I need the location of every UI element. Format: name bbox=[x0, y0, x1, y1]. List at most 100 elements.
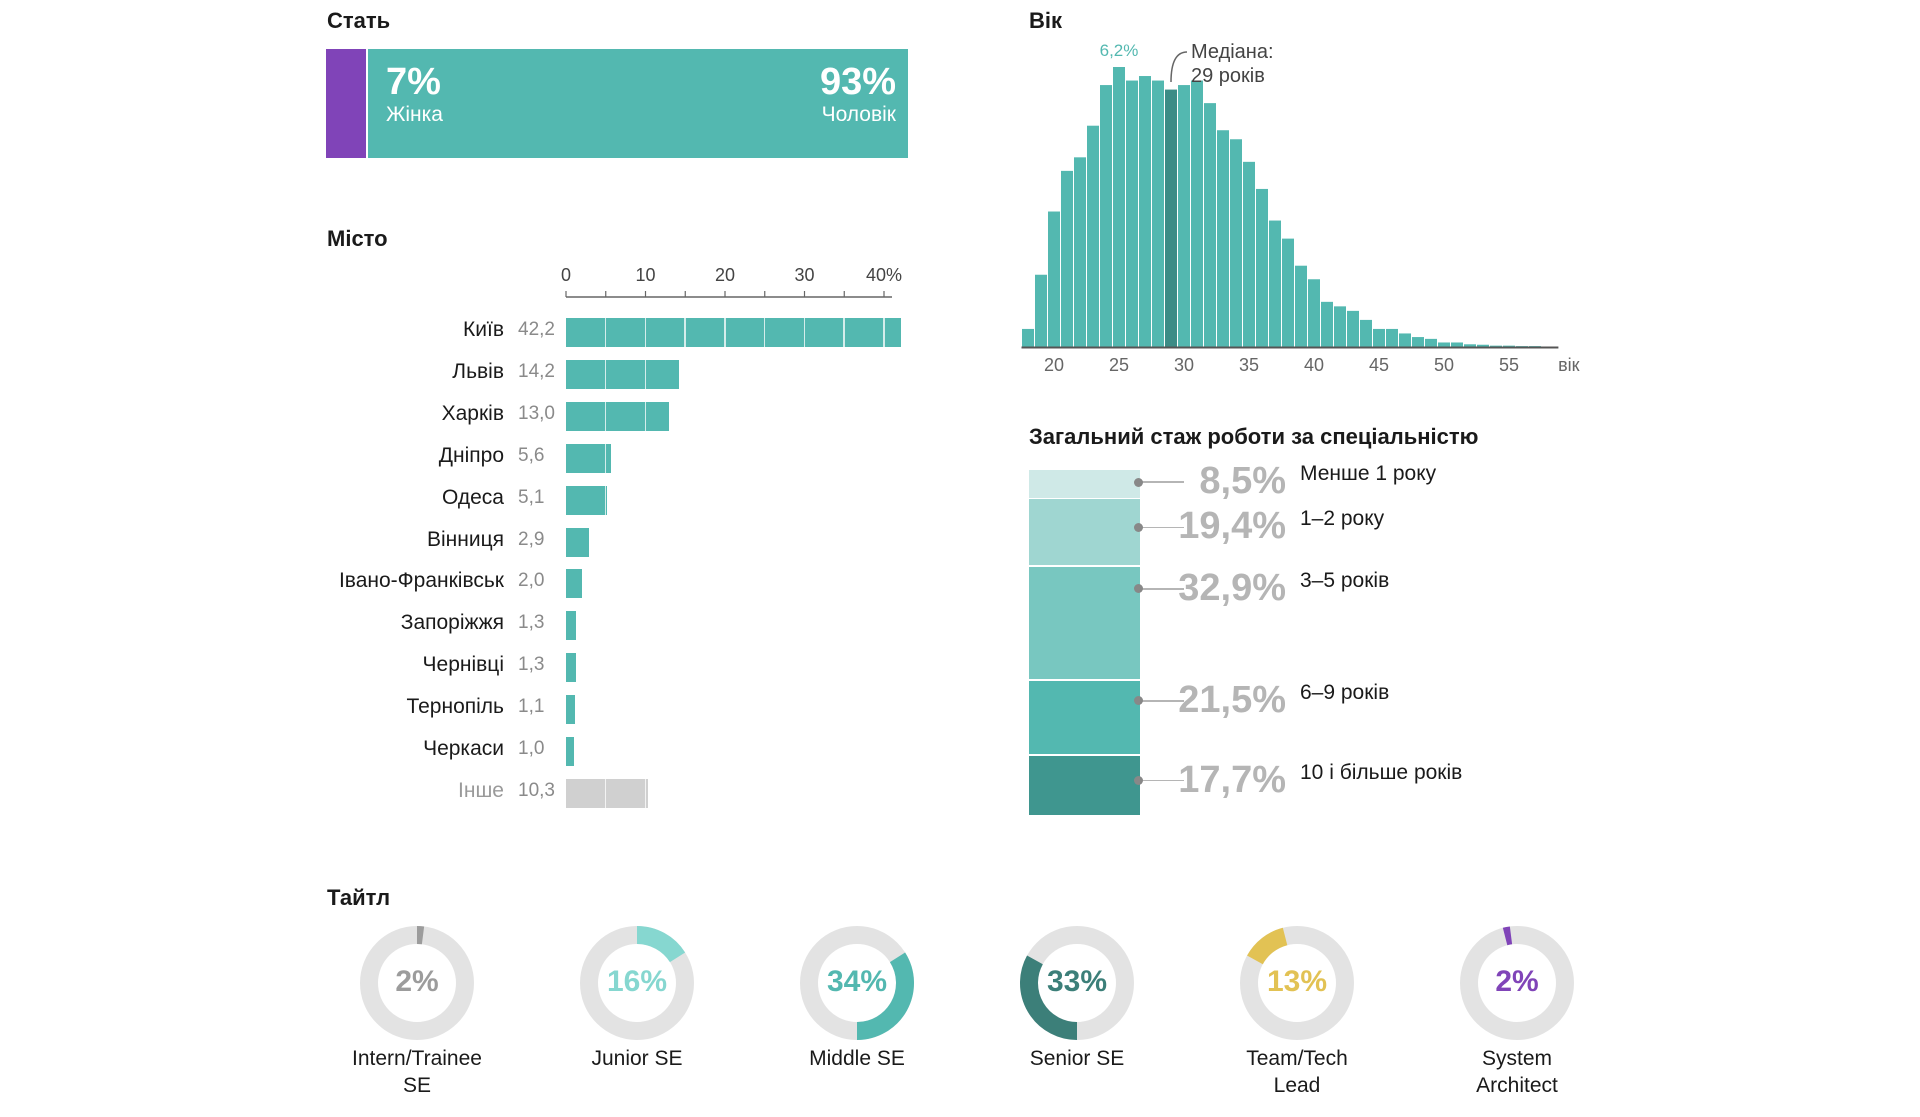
gender-female-label: Жінка bbox=[386, 103, 443, 126]
title-donut: 2% bbox=[359, 925, 475, 1041]
title-label-line-1: System bbox=[1481, 1047, 1552, 1070]
age-tick-label: 40 bbox=[1304, 355, 1324, 375]
experience-label: 3–5 років bbox=[1300, 568, 1390, 592]
title-donut-pct: 33% bbox=[1046, 965, 1108, 998]
city-label: Харків bbox=[441, 401, 504, 425]
age-bar bbox=[1230, 139, 1242, 347]
city-bar-gridline bbox=[684, 318, 686, 347]
city-bar bbox=[566, 485, 607, 515]
age-bar bbox=[1126, 80, 1138, 347]
experience-segment bbox=[1029, 470, 1140, 498]
age-bar bbox=[1061, 170, 1073, 347]
city-bar bbox=[566, 401, 670, 431]
experience-title: Загальний стаж роботи за спеціальністю bbox=[1029, 424, 1479, 449]
age-bar bbox=[1477, 344, 1489, 347]
age-bar bbox=[1347, 310, 1359, 347]
city-bar-gridline bbox=[604, 359, 607, 389]
experience-segment bbox=[1029, 566, 1140, 680]
experience-pct: 32,9% bbox=[1178, 566, 1286, 609]
city-bar bbox=[566, 737, 574, 766]
title-donut: 34% bbox=[799, 925, 915, 1041]
title-donut-label: Middle SE bbox=[757, 1045, 957, 1072]
title-donut: 33% bbox=[1019, 925, 1135, 1041]
city-value-label: 14,2 bbox=[518, 360, 555, 382]
gender-male-segment bbox=[368, 49, 908, 158]
title-donut-track bbox=[1460, 926, 1574, 1040]
title-donut: 2% bbox=[1459, 925, 1575, 1041]
title-donut: 16% bbox=[579, 925, 695, 1041]
experience-pct: 17,7% bbox=[1178, 758, 1286, 801]
experience-connector-dot bbox=[1134, 696, 1143, 706]
title-donut-label: Junior SE bbox=[537, 1045, 737, 1072]
city-label: Черкаси bbox=[423, 737, 504, 760]
age-bar bbox=[1074, 157, 1086, 347]
age-median-leader bbox=[1170, 51, 1188, 83]
title-donut-arc bbox=[636, 926, 686, 963]
city-bar bbox=[566, 527, 590, 557]
experience-connector-dot bbox=[1134, 522, 1143, 532]
experience-connector bbox=[1138, 779, 1184, 782]
age-bar bbox=[1256, 188, 1268, 347]
city-label: Вінниця bbox=[427, 527, 504, 551]
city-tick-label: 0 bbox=[561, 265, 571, 285]
age-peak-label: 6,2% bbox=[1100, 41, 1139, 60]
city-label: Одеса bbox=[442, 485, 504, 509]
title-donut: 13% bbox=[1239, 925, 1355, 1041]
experience-connector-dot bbox=[1134, 776, 1143, 786]
city-bar-gridline bbox=[724, 318, 726, 347]
city-value-label: 42,2 bbox=[518, 319, 555, 340]
city-value-label: 2,0 bbox=[518, 570, 545, 592]
experience-pct: 19,4% bbox=[1178, 505, 1286, 548]
age-median-value: 29 років bbox=[1191, 65, 1265, 87]
city-bar-gridline bbox=[644, 401, 646, 431]
age-bar bbox=[1139, 76, 1151, 347]
experience-connector bbox=[1138, 700, 1184, 702]
city-value-label: 1,1 bbox=[518, 696, 545, 718]
age-tick-label: 55 bbox=[1499, 355, 1519, 375]
age-bar bbox=[1334, 306, 1346, 347]
title-label-line-2: SE bbox=[402, 1074, 431, 1097]
experience-segment bbox=[1029, 680, 1140, 755]
gender-male-pct: 93% bbox=[819, 61, 896, 103]
title-label-line-1: Senior SE bbox=[1029, 1047, 1125, 1070]
city-label: Київ bbox=[463, 318, 504, 341]
experience-pct: 21,5% bbox=[1178, 678, 1286, 721]
city-value-label: 1,0 bbox=[518, 738, 545, 759]
experience-connector-dot bbox=[1134, 477, 1143, 487]
age-bar bbox=[1503, 345, 1515, 347]
city-bar-gridline bbox=[883, 318, 885, 347]
city-label: Інше bbox=[458, 778, 504, 802]
title-donut-pct: 13% bbox=[1266, 965, 1328, 998]
title-donut-svg bbox=[1460, 926, 1574, 1040]
city-tick-label: 40% bbox=[866, 265, 902, 285]
city-bar bbox=[566, 611, 577, 641]
title-donut-pct: 34% bbox=[826, 965, 888, 998]
age-bar bbox=[1308, 279, 1320, 347]
age-bar bbox=[1152, 80, 1164, 347]
title-label-line-1: Team/Tech bbox=[1246, 1047, 1348, 1070]
city-label: Тернопіль bbox=[406, 695, 504, 719]
city-bar bbox=[566, 653, 577, 683]
city-value-label: 5,6 bbox=[518, 444, 545, 466]
city-bar-gridline bbox=[604, 318, 607, 347]
age-bar bbox=[1178, 85, 1190, 347]
city-value-label: 5,1 bbox=[518, 486, 545, 508]
age-tick-label: 50 bbox=[1434, 355, 1454, 375]
age-tick-label: 20 bbox=[1044, 355, 1064, 375]
experience-pct: 8,5% bbox=[1199, 460, 1286, 502]
title-donut-svg bbox=[1240, 926, 1354, 1040]
city-bar-gridline bbox=[604, 443, 607, 473]
age-bar bbox=[1048, 211, 1060, 347]
city-label: Чернівці bbox=[422, 653, 504, 677]
title-donut-svg bbox=[360, 926, 474, 1040]
gender-title: Стать bbox=[327, 8, 391, 33]
age-bar bbox=[1191, 80, 1203, 347]
title-donut-svg bbox=[800, 926, 914, 1040]
age-bar bbox=[1373, 328, 1385, 347]
title-donut-pct: 2% bbox=[1495, 965, 1539, 998]
title-donut-label: Senior SE bbox=[977, 1045, 1177, 1072]
age-bar bbox=[1412, 337, 1424, 347]
title-donut-svg bbox=[580, 926, 694, 1040]
gender-female-segment bbox=[326, 49, 366, 158]
city-value-label: 1,3 bbox=[518, 612, 545, 634]
